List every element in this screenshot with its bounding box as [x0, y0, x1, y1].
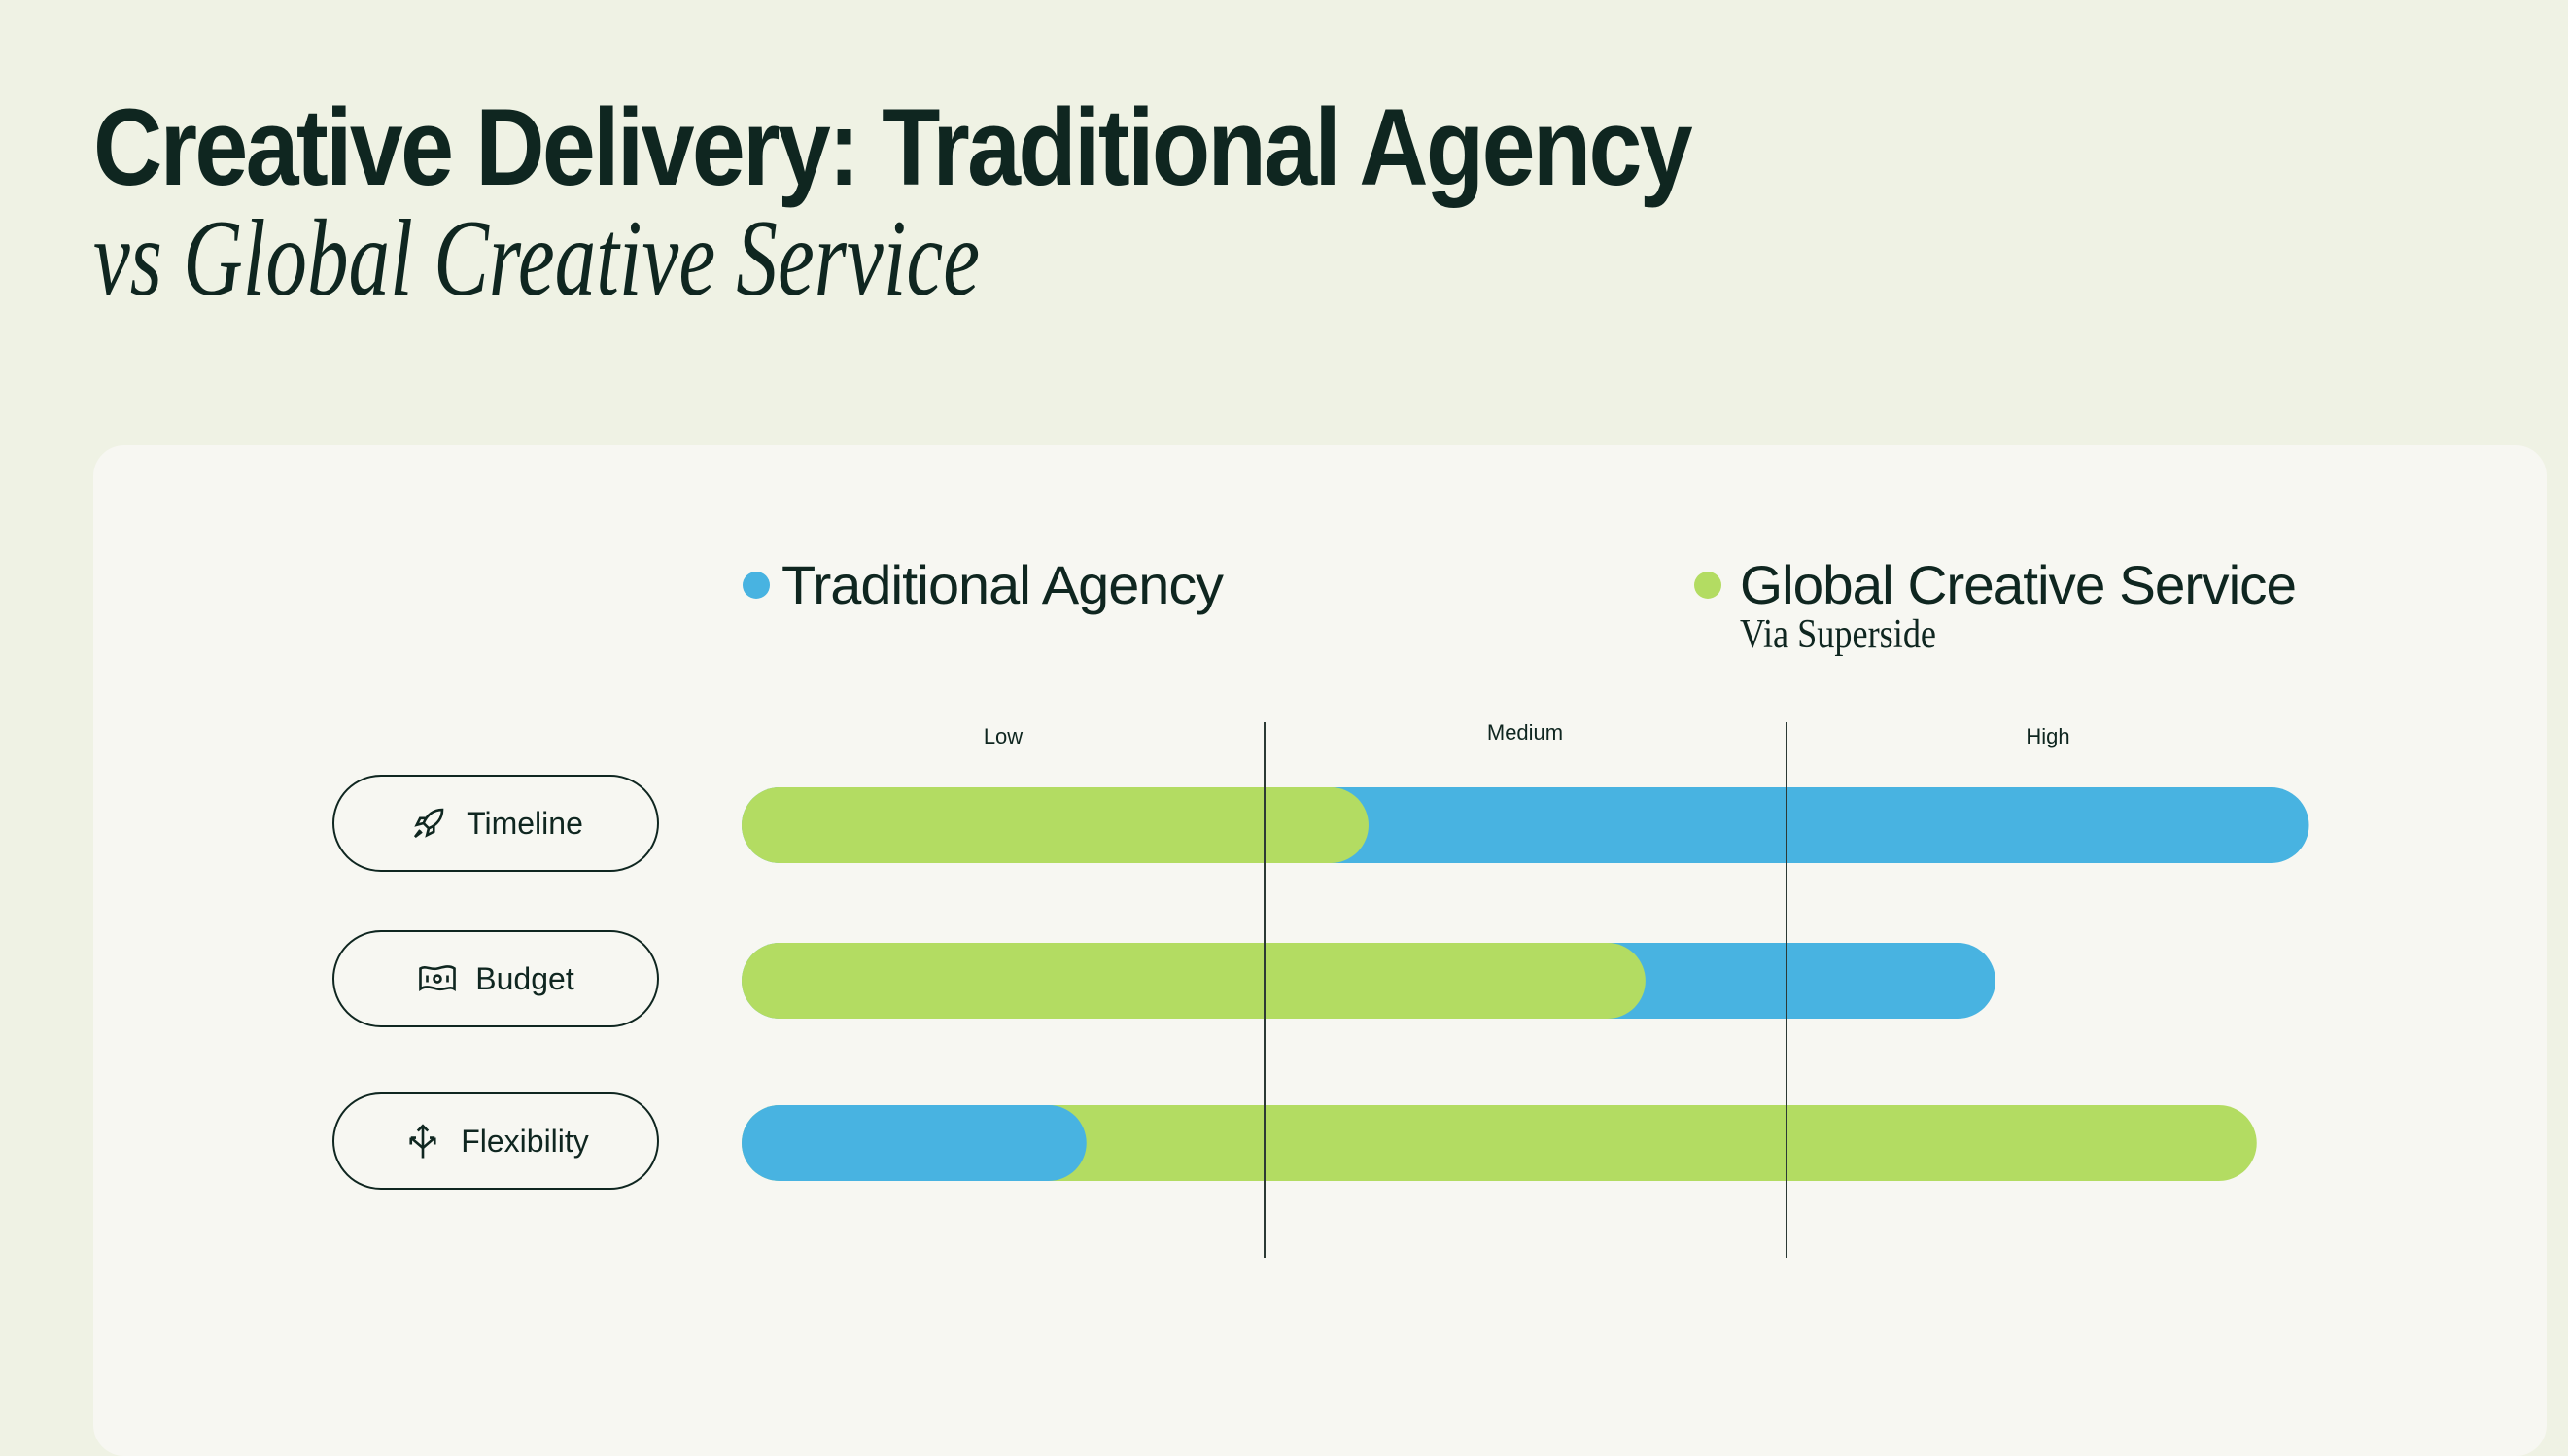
- tick-label-high: High: [2026, 724, 2070, 748]
- category-pill-flexibility: Flexibility: [332, 1092, 659, 1190]
- page-subtitle: vs Global Creative Service: [93, 198, 980, 319]
- rocket-icon: [414, 808, 444, 839]
- legend-sublabel-global: Via Superside: [1740, 612, 1936, 657]
- split-arrows-icon: [409, 1124, 436, 1159]
- category-label: Flexibility: [461, 1123, 589, 1159]
- bar-budget-global: [742, 943, 1646, 1019]
- legend-dot-traditional: [743, 572, 770, 599]
- page-title: Creative Delivery: Traditional Agency: [93, 87, 1693, 208]
- gridline-low-medium: [1264, 722, 1266, 1258]
- banknote-icon: [419, 965, 457, 991]
- bars-layer: [742, 787, 2309, 1181]
- category-label: Budget: [475, 960, 574, 996]
- bar-timeline-global: [742, 787, 1369, 863]
- tick-label-medium: Medium: [1486, 720, 1564, 745]
- category-pill-timeline: Timeline: [332, 775, 659, 872]
- legend-label-global: Global Creative Service: [1740, 554, 2297, 615]
- category-pill-budget: Budget: [332, 930, 659, 1027]
- legend-dot-global: [1694, 572, 1721, 599]
- gridline-medium-high: [1786, 722, 1787, 1258]
- legend-label-traditional: Traditional Agency: [781, 554, 1224, 615]
- bar-flexibility-traditional: [742, 1105, 1087, 1181]
- category-label: Timeline: [467, 805, 583, 841]
- tick-label-low: Low: [983, 724, 1024, 748]
- bar-flexibility-global: [742, 1105, 2257, 1181]
